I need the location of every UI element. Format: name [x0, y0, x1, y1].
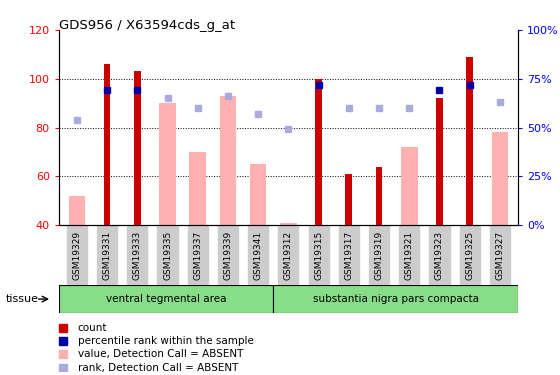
- Text: GDS956 / X63594cds_g_at: GDS956 / X63594cds_g_at: [59, 19, 235, 32]
- Bar: [69, 196, 85, 225]
- Bar: [134, 71, 141, 225]
- Text: tissue: tissue: [6, 294, 39, 304]
- Bar: [250, 164, 267, 225]
- Bar: [436, 98, 443, 225]
- Bar: [466, 57, 473, 225]
- Bar: [104, 64, 110, 225]
- Bar: [59, 285, 273, 313]
- Bar: [189, 152, 206, 225]
- Bar: [346, 174, 352, 225]
- Text: count: count: [77, 323, 107, 333]
- Text: value, Detection Call = ABSENT: value, Detection Call = ABSENT: [77, 350, 243, 360]
- Bar: [401, 147, 418, 225]
- Bar: [492, 132, 508, 225]
- Bar: [220, 96, 236, 225]
- Bar: [159, 103, 176, 225]
- Bar: [376, 166, 382, 225]
- Bar: [315, 79, 322, 225]
- Text: rank, Detection Call = ABSENT: rank, Detection Call = ABSENT: [77, 363, 238, 373]
- Text: percentile rank within the sample: percentile rank within the sample: [77, 336, 253, 346]
- Bar: [280, 223, 297, 225]
- Bar: [273, 285, 518, 313]
- Text: substantia nigra pars compacta: substantia nigra pars compacta: [312, 294, 479, 304]
- Text: ventral tegmental area: ventral tegmental area: [106, 294, 226, 304]
